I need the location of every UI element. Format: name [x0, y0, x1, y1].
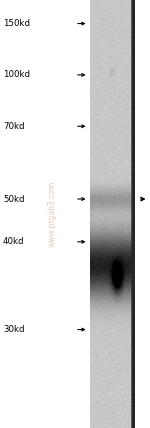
Text: 70kd: 70kd — [3, 122, 24, 131]
Text: www.ptgab3.com: www.ptgab3.com — [48, 181, 57, 247]
Text: 50kd: 50kd — [3, 194, 24, 204]
Text: 100kd: 100kd — [3, 70, 30, 80]
Text: 30kd: 30kd — [3, 325, 24, 334]
Text: 150kd: 150kd — [3, 19, 30, 28]
Text: 40kd: 40kd — [3, 237, 24, 247]
